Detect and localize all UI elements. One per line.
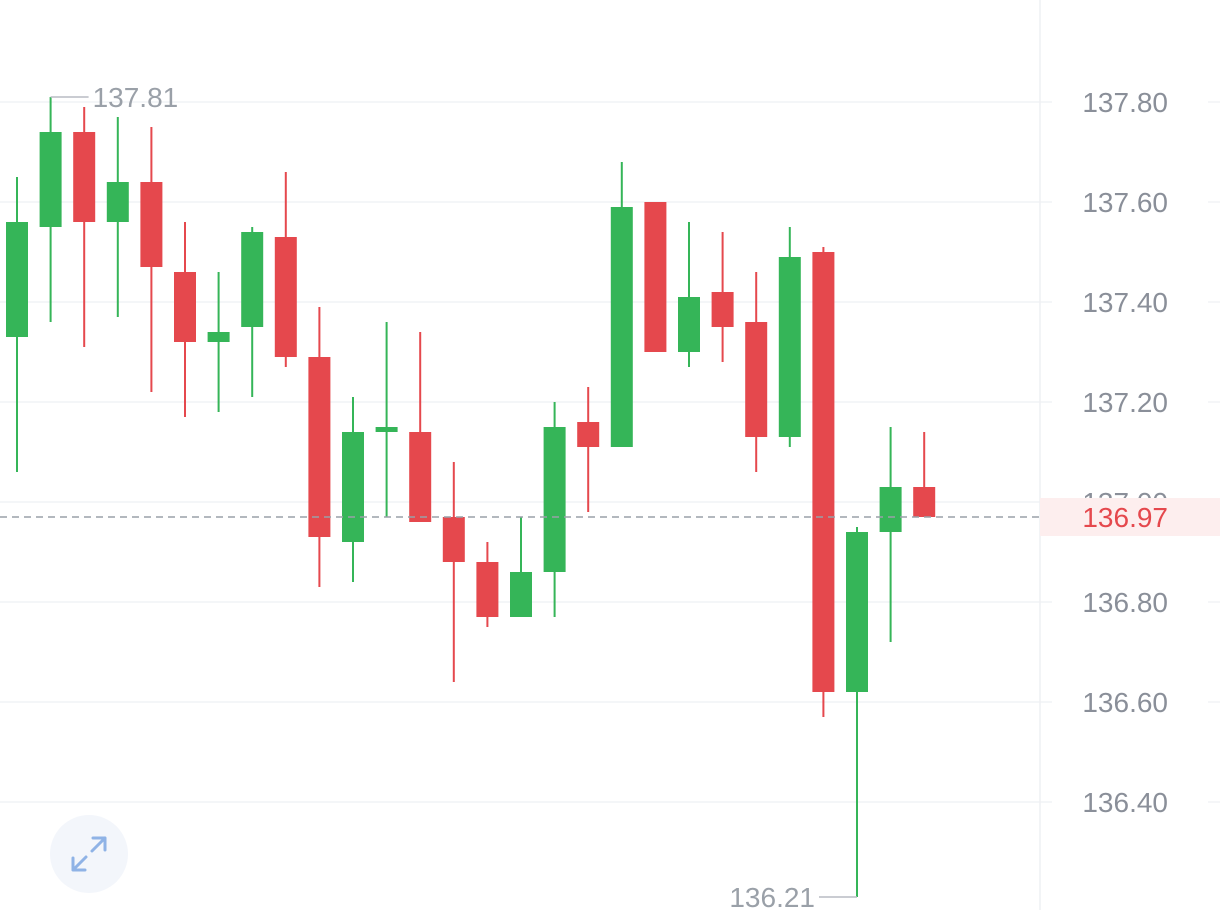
candle-body [442, 517, 465, 562]
candle-body [913, 487, 936, 517]
candle-body [409, 432, 432, 522]
candle-body [207, 332, 230, 342]
candle-body [140, 182, 163, 267]
candle-body [375, 427, 398, 432]
y-tick-label: 137.80 [1082, 87, 1168, 118]
candle-body [543, 427, 566, 572]
candle-body [241, 232, 264, 327]
candle-body [678, 297, 700, 352]
current-price-badge [1040, 498, 1220, 536]
candle-body [577, 422, 600, 447]
candle-body [778, 257, 801, 437]
candle-body [274, 237, 297, 357]
y-tick-label: 136.40 [1082, 787, 1168, 818]
candle-body [342, 432, 364, 542]
candle-body [174, 272, 196, 342]
candle-body [644, 202, 667, 352]
expand-icon [71, 836, 107, 872]
candle-body [106, 182, 129, 222]
expand-button[interactable] [50, 815, 128, 893]
y-tick-label: 137.60 [1082, 187, 1168, 218]
candle-body [39, 132, 62, 227]
y-tick-label: 136.80 [1082, 587, 1168, 618]
y-tick-label: 137.20 [1082, 387, 1168, 418]
candle-body [711, 292, 734, 327]
candle-body [476, 562, 499, 617]
current-price-label: 136.97 [1082, 502, 1168, 533]
high-price-label: 137.81 [93, 82, 179, 113]
candle-body [308, 357, 331, 537]
candle-body [610, 207, 633, 447]
candle-body [879, 487, 902, 532]
candle-body [846, 532, 868, 692]
candle-body [745, 322, 768, 437]
candle-body [510, 572, 532, 617]
y-tick-label: 137.40 [1082, 287, 1168, 318]
candle-body [73, 132, 96, 222]
y-tick-label: 136.60 [1082, 687, 1168, 718]
low-price-label: 136.21 [729, 882, 815, 910]
candle-body [6, 222, 28, 337]
candle-body [812, 252, 835, 692]
